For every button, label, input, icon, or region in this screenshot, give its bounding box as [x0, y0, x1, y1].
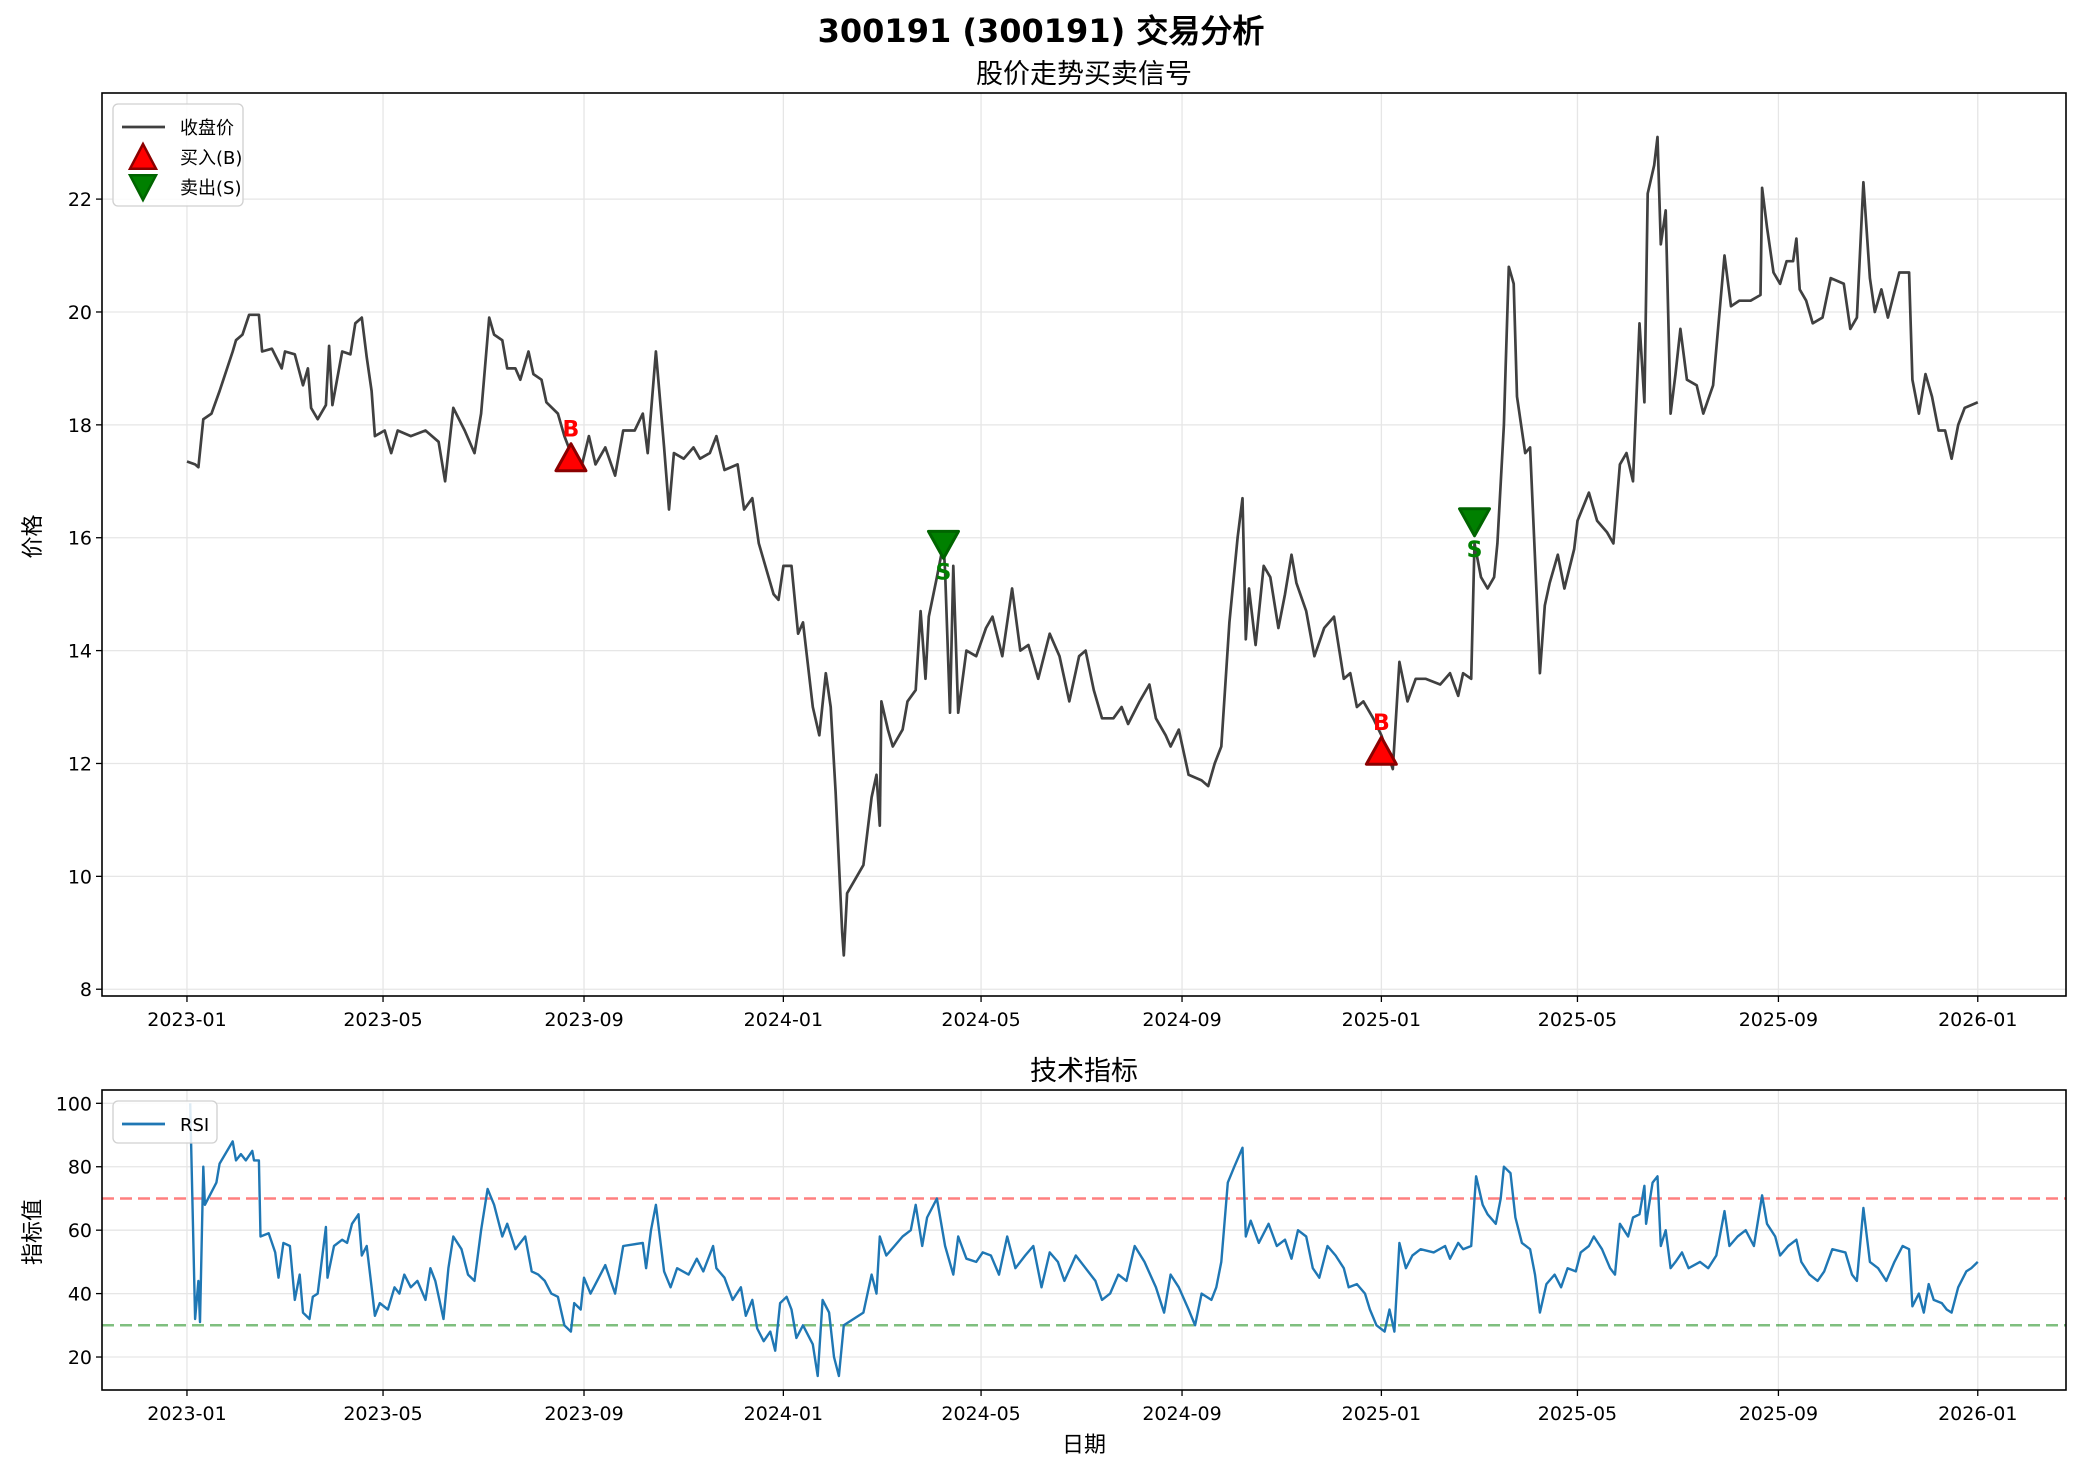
y-tick-label: 14	[68, 641, 92, 663]
x-tick-label: 2025-05	[1538, 1403, 1617, 1425]
x-tick-label: 2024-05	[941, 1009, 1020, 1031]
y-tick-label: 60	[68, 1220, 92, 1242]
buy-signal-label: B	[563, 418, 580, 443]
x-tick-label: 2025-01	[1342, 1403, 1421, 1425]
y-tick-label: 18	[68, 415, 92, 437]
y-tick-label: 12	[68, 753, 92, 775]
axes-frame	[101, 92, 2067, 997]
legend-label: 卖出(S)	[180, 178, 241, 199]
x-tick-label: 2023-01	[147, 1009, 226, 1031]
price-panel: 2023-01 2023-05 2023-09 2024-01 2024-05 2024-…	[21, 59, 2067, 1031]
x-tick-label: 2025-01	[1342, 1009, 1421, 1031]
series-line-close-price	[186, 135, 1979, 957]
y-tick-label: 10	[68, 866, 92, 888]
rsi-panel: 2023-01 2023-05 2023-09 2024-01 2024-05 2024-…	[21, 1056, 2067, 1458]
y-tick-label: 20	[68, 302, 92, 324]
x-tick-label: 2026-01	[1938, 1009, 2017, 1031]
legend-label: 收盘价	[180, 118, 234, 139]
figure-title: 300191 (300191) 交易分析	[818, 12, 1265, 50]
sell-signal-marker	[1458, 507, 1492, 538]
legend-box	[112, 1100, 218, 1144]
panel-title: 技术指标	[1030, 1056, 1138, 1087]
y-tick-label: 20	[68, 1347, 92, 1369]
sell-signal-label: S	[1467, 538, 1483, 563]
y-tick-label: 8	[80, 979, 92, 1001]
y-tick-label: 22	[68, 189, 92, 211]
y-axis-label: 指标值	[21, 1199, 46, 1265]
buy-signal-label: B	[1373, 711, 1390, 736]
x-tick-label: 2024-09	[1142, 1403, 1221, 1425]
x-tick-label: 2024-09	[1142, 1009, 1221, 1031]
y-tick-label: 100	[56, 1093, 92, 1115]
x-tick-label: 2023-09	[544, 1403, 623, 1425]
sell-signal-marker	[926, 529, 960, 560]
legend-label: RSI	[180, 1115, 209, 1136]
x-tick-label: 2024-05	[941, 1403, 1020, 1425]
x-tick-label: 2023-09	[544, 1009, 623, 1031]
x-tick-label: 2024-01	[744, 1009, 823, 1031]
legend-sell-marker	[127, 174, 159, 203]
y-tick-label: 40	[68, 1284, 92, 1306]
axes-frame	[101, 1089, 2067, 1391]
y-tick-label: 16	[68, 528, 92, 550]
y-tick-label: 80	[68, 1157, 92, 1179]
x-axis-label: 日期	[1062, 1433, 1106, 1458]
x-tick-label: 2023-05	[343, 1403, 422, 1425]
buy-signal-marker	[1364, 735, 1398, 766]
buy-signal-marker	[554, 442, 588, 473]
x-tick-label: 2024-01	[744, 1403, 823, 1425]
y-axis-label: 价格	[21, 514, 46, 558]
x-tick-label: 2023-05	[343, 1009, 422, 1031]
x-tick-label: 2025-09	[1739, 1403, 1818, 1425]
x-tick-label: 2025-09	[1739, 1009, 1818, 1031]
panel-title: 股价走势买卖信号	[976, 59, 1192, 90]
legend-buy-marker	[127, 141, 159, 170]
x-tick-label: 2025-05	[1538, 1009, 1617, 1031]
x-tick-label: 2026-01	[1938, 1403, 2017, 1425]
series-line-rsi	[189, 1103, 1979, 1378]
sell-signal-label: S	[936, 560, 952, 585]
legend: RSI	[112, 1100, 218, 1144]
x-tick-label: 2023-01	[147, 1403, 226, 1425]
legend-label: 买入(B)	[180, 148, 242, 169]
